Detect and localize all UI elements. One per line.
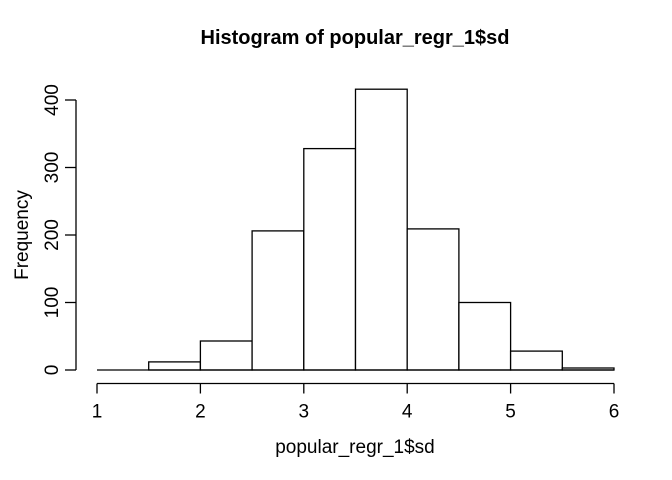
histogram-bars	[97, 88, 615, 371]
histogram-bar	[148, 361, 202, 371]
x-tick-label: 1	[92, 402, 103, 423]
histogram-bar	[303, 147, 357, 371]
chart-title: Histogram of popular_regr_1$sd	[201, 27, 510, 49]
histogram-bar	[354, 88, 408, 371]
y-tick-label: 0	[42, 365, 63, 376]
x-tick-label: 5	[505, 402, 516, 423]
x-tick-label: 4	[402, 402, 413, 423]
y-tick-label: 300	[42, 152, 63, 184]
x-axis: 1 2 3 4 5 6	[92, 382, 620, 423]
histogram-bar	[458, 301, 512, 371]
y-tick-label: 200	[42, 219, 63, 251]
x-axis-label: popular_regr_1$sd	[275, 437, 435, 458]
x-tick-label: 2	[195, 402, 206, 423]
histogram-bar	[199, 340, 253, 371]
histogram-bar	[509, 350, 563, 371]
x-tick-label: 6	[609, 402, 620, 423]
y-tick-label: 400	[42, 84, 63, 116]
y-axis: 0 100 200 300 400	[42, 84, 77, 376]
y-axis-label: Frequency	[12, 190, 33, 280]
y-tick-label: 100	[42, 287, 63, 319]
histogram-bar	[406, 228, 460, 371]
histogram-bar	[251, 230, 305, 371]
x-tick-label: 3	[299, 402, 310, 423]
